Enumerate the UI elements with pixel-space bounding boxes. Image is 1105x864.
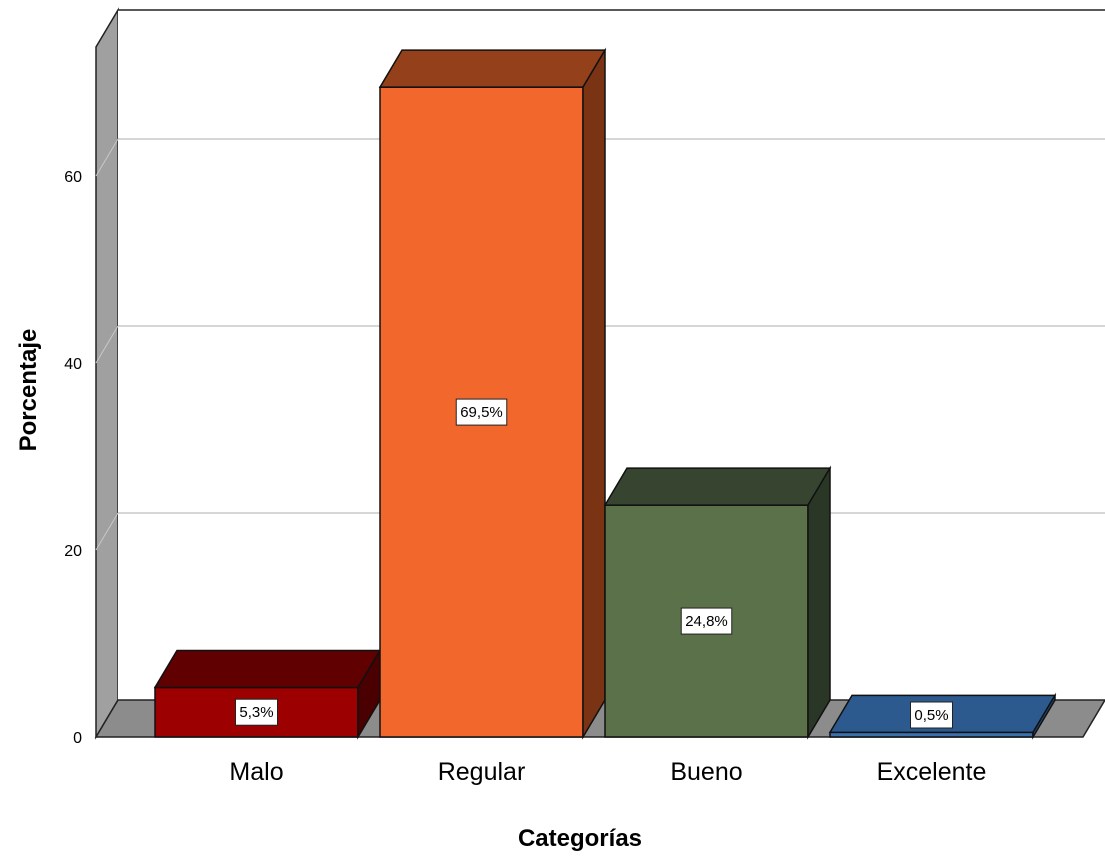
bar-excelente: 0,5% bbox=[828, 692, 1057, 740]
x-tick-label: Bueno bbox=[670, 758, 742, 786]
data-label: 69,5% bbox=[460, 404, 503, 421]
data-label-box bbox=[235, 698, 278, 726]
bar-regular: 69,5% bbox=[378, 47, 607, 740]
bar-top bbox=[153, 649, 382, 689]
bar-bueno: 24,8% bbox=[603, 465, 832, 740]
left-wall bbox=[95, 7, 119, 740]
x-axis-title: Categorías bbox=[518, 825, 642, 852]
x-tick-label: Regular bbox=[438, 758, 526, 786]
bar-side bbox=[1032, 692, 1056, 740]
y-axis-ticks: 0 20 40 60 bbox=[64, 169, 82, 747]
gridline-side bbox=[95, 138, 119, 177]
y-axis-title: Porcentaje bbox=[15, 329, 42, 452]
data-label: 5,3% bbox=[239, 704, 273, 721]
data-label-box bbox=[455, 398, 508, 426]
x-tick-label: Malo bbox=[229, 758, 283, 786]
y-tick-label: 0 bbox=[73, 730, 82, 747]
x-tick-label: Excelente bbox=[877, 758, 987, 786]
gridline-side bbox=[95, 325, 119, 364]
x-axis-ticks: Malo Regular Bueno Excelente bbox=[229, 758, 986, 786]
gridline-side bbox=[95, 512, 119, 551]
y-tick-label: 60 bbox=[64, 169, 82, 186]
data-label-box bbox=[910, 701, 953, 729]
bar-malo: 5,3% bbox=[153, 647, 382, 740]
bar-side bbox=[582, 47, 606, 740]
bar-top bbox=[603, 467, 832, 506]
bar-top bbox=[378, 49, 607, 88]
data-label: 0,5% bbox=[914, 707, 948, 724]
bar-side bbox=[807, 465, 831, 740]
y-tick-label: 20 bbox=[64, 543, 82, 560]
data-label-box bbox=[680, 607, 733, 635]
bars: 5,3% 69,5% 24,8% 0,5% bbox=[153, 47, 1057, 740]
y-tick-label: 40 bbox=[64, 356, 82, 373]
data-label: 24,8% bbox=[685, 613, 728, 630]
